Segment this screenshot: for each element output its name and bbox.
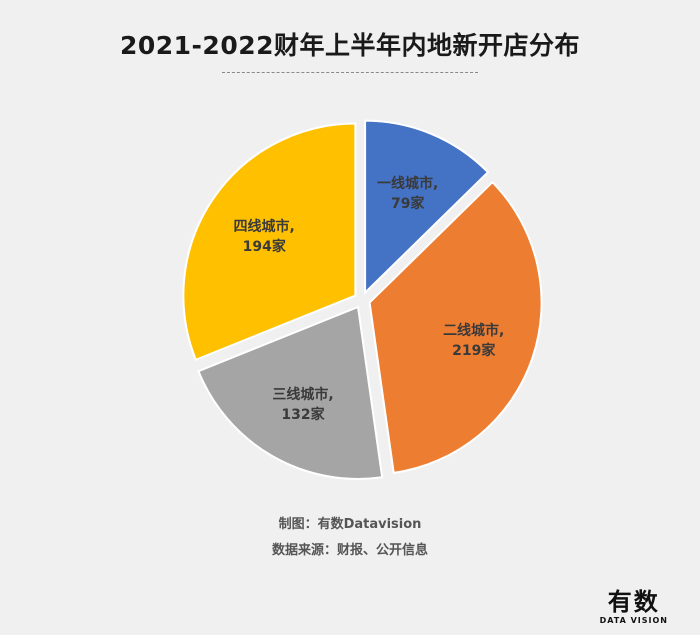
pie-slice-3: [197, 305, 384, 480]
slice-label-1: 一线城市, 79家: [377, 175, 438, 212]
pie-slice-1: [364, 119, 490, 296]
logo-text: 有数: [607, 588, 660, 616]
chart-title: 2021-2022财年上半年内地新开店分布: [119, 31, 581, 60]
credits: 制图：有数Datavision 数据来源：财报、公开信息: [0, 512, 700, 564]
chart-maker: 制图：有数Datavision: [278, 517, 422, 532]
slice-label-4: 四线城市, 194家: [234, 218, 295, 255]
data-source: 数据来源：财报、公开信息: [271, 543, 428, 558]
slice-label-3: 三线城市, 132家: [272, 386, 333, 423]
logo-subtext: DATA VISION: [599, 616, 668, 625]
pie-slice-4: [182, 122, 357, 362]
pie-slice-2: [368, 180, 543, 474]
slice-label-2: 二线城市, 219家: [443, 322, 504, 359]
title-divider: [222, 72, 478, 73]
logo: 有数 DATA VISION: [600, 588, 668, 625]
